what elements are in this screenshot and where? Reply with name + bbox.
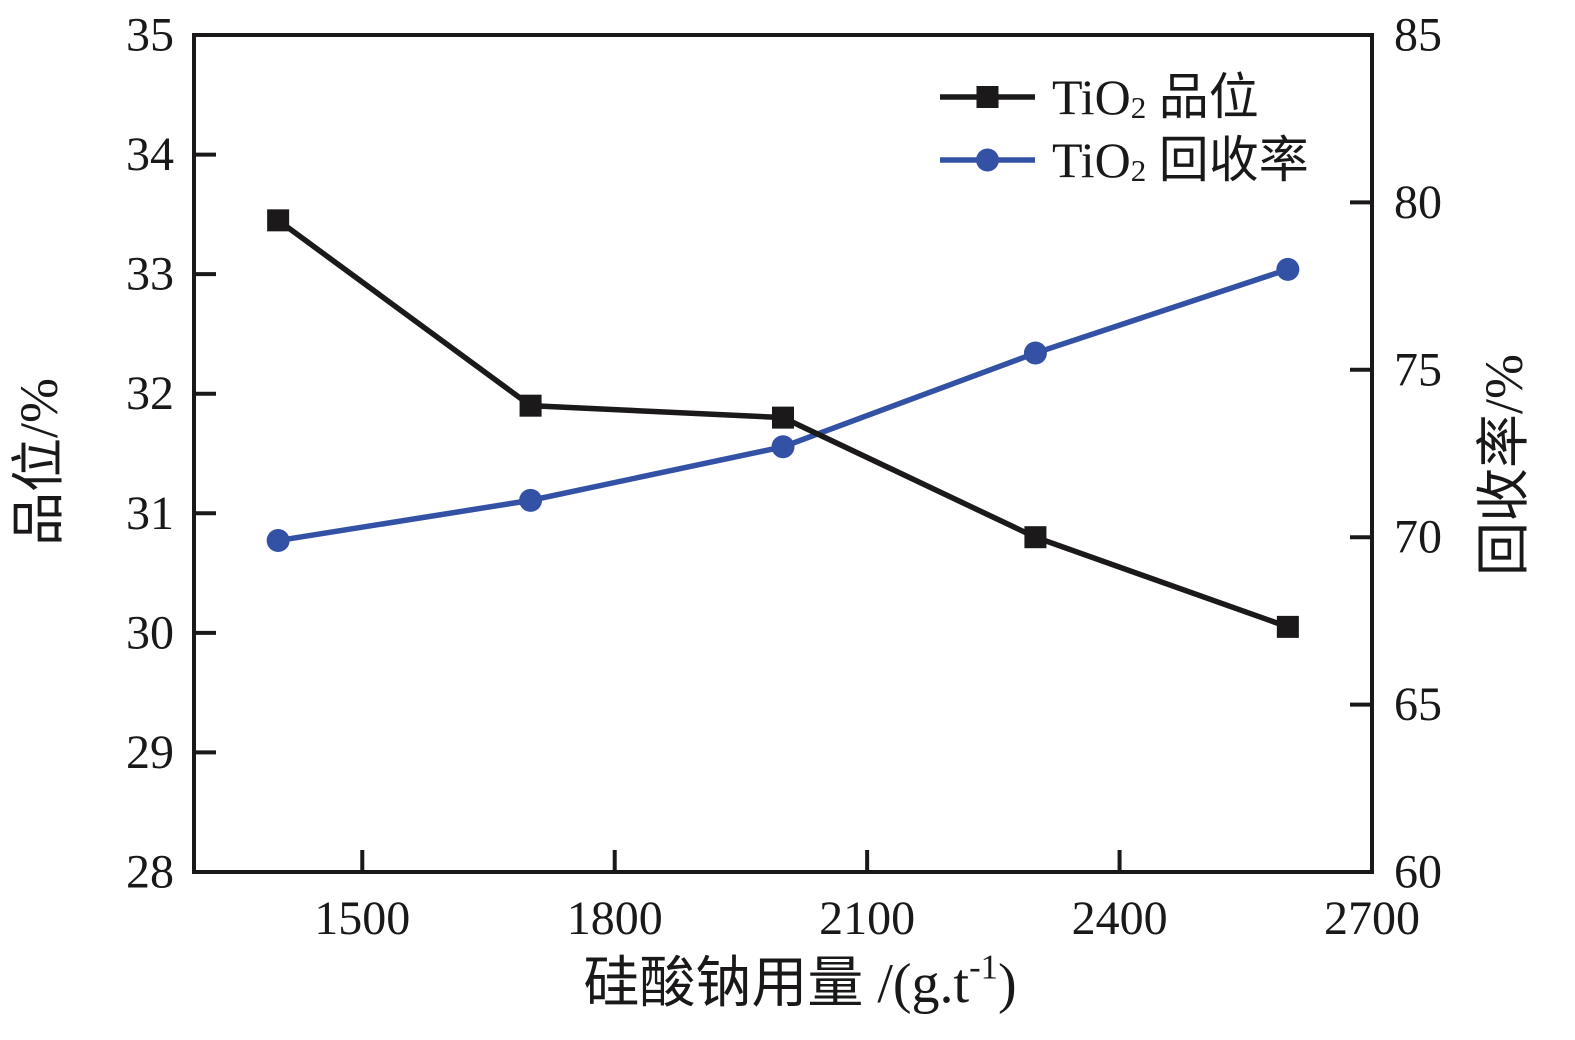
x-axis-tick-label: 2100	[819, 892, 915, 945]
legend-label: TiO2 回收率	[1052, 132, 1309, 188]
plot-frame	[192, 33, 1374, 874]
left-axis-tick-label: 31	[126, 487, 174, 540]
x-axis-tick-label: 2400	[1072, 892, 1168, 945]
right-axis-tick-label: 60	[1394, 846, 1442, 899]
left-axis-tick-label: 28	[126, 846, 174, 899]
legend-marker	[976, 148, 999, 172]
grade-series-marker	[1024, 526, 1047, 549]
legend: TiO2 品位 TiO2 回收率	[940, 69, 1309, 188]
legend-label: TiO2 品位	[1052, 69, 1259, 125]
recovery-series	[266, 257, 1300, 553]
grade-series-marker	[267, 209, 290, 232]
right-axis-tick-label: 85	[1394, 9, 1442, 62]
grade-series-marker	[1276, 615, 1299, 638]
grade-series	[267, 209, 1299, 638]
grade-series-marker	[519, 394, 542, 417]
tick-labels: 28 29 30 31 32 33 34 35 60 65 70 75 80 85 1500 1800 2100…	[126, 9, 1442, 946]
recovery-series-marker	[1276, 257, 1300, 281]
left-axis-tick-label: 35	[126, 9, 174, 62]
grade-series-marker	[772, 406, 794, 429]
left-axis-title: 品位/%	[9, 378, 69, 546]
recovery-series-marker	[519, 488, 543, 512]
legend-marker	[976, 86, 999, 108]
x-axis-title: 硅酸钠用量 /(g.t-1)	[583, 947, 1016, 1015]
right-axis-tick-label: 70	[1394, 511, 1442, 564]
x-axis-tick-label: 2700	[1324, 892, 1420, 945]
left-axis-tick-label: 34	[126, 128, 174, 181]
left-axis-tick-label: 30	[126, 606, 174, 659]
x-axis-tick-label: 1500	[314, 892, 410, 945]
left-axis-tick-label: 32	[126, 367, 174, 420]
recovery-series-marker	[771, 435, 795, 459]
right-axis-tick-label: 65	[1394, 678, 1442, 731]
right-axis-title: 回收率/%	[1474, 354, 1534, 576]
recovery-series-line	[277, 266, 1289, 544]
left-axis-tick-label: 33	[126, 248, 174, 301]
recovery-series-marker	[1023, 341, 1047, 365]
right-axis-tick-label: 80	[1394, 176, 1442, 229]
x-axis-tick-label: 1800	[567, 892, 663, 945]
axis-ticks	[194, 33, 1374, 874]
recovery-series-marker	[266, 529, 290, 553]
left-axis-tick-label: 29	[126, 726, 174, 779]
right-axis-tick-label: 75	[1394, 343, 1442, 396]
